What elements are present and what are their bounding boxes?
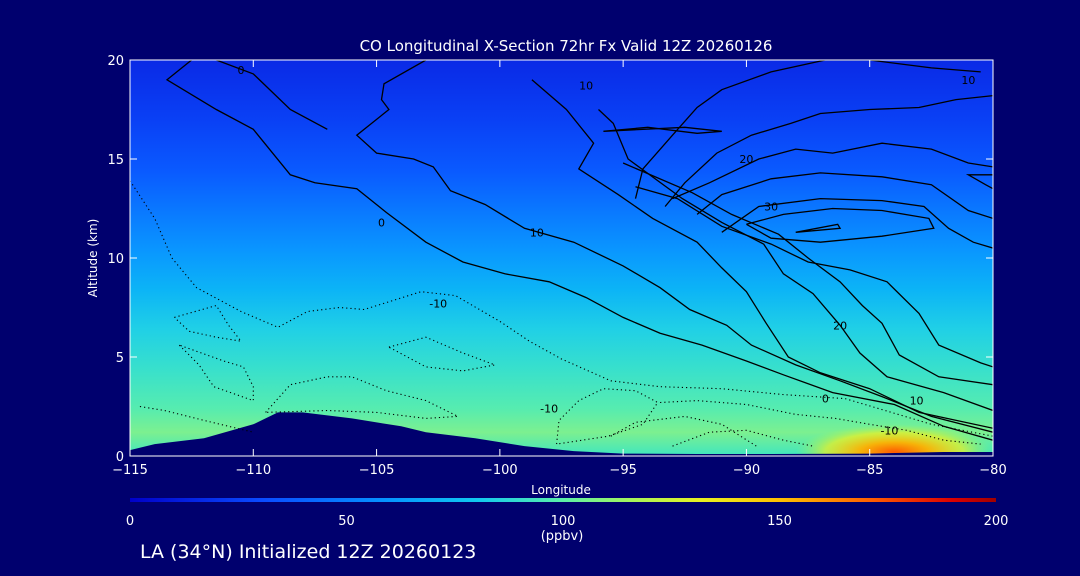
- colorbar-ticks: 0 50 100 150 200: [126, 514, 1009, 529]
- contour-line: [634, 60, 981, 199]
- x-tick-label: −90: [733, 463, 760, 478]
- contour-line: [721, 197, 993, 249]
- y-axis-label: Altitude (km): [86, 219, 100, 298]
- contour-line: [216, 60, 328, 130]
- x-tick-label: −105: [359, 463, 395, 478]
- contour-line: [746, 207, 935, 243]
- colorbar: 0 50 100 150 200 (ppbv): [126, 498, 1009, 544]
- colorbar-tick-label: 50: [338, 514, 355, 529]
- contour-line: [598, 109, 993, 412]
- contour-line: [664, 94, 993, 207]
- contour-label: 20: [833, 319, 847, 332]
- contour-line-negative: [388, 336, 497, 372]
- contour-line: [965, 174, 993, 190]
- colorbar-ramp: [130, 498, 996, 502]
- contour-label: 30: [764, 201, 778, 214]
- contour-label: -10: [540, 402, 558, 415]
- co-field: [130, 60, 993, 456]
- contour-label: -10: [880, 424, 898, 437]
- y-tick-label: 0: [116, 450, 124, 465]
- y-tick-label: 5: [116, 351, 124, 366]
- contour-line: [531, 79, 993, 429]
- contour-line: [165, 60, 993, 441]
- x-axis: −115 −110 −105 −100 −95 −90 −85 −80: [112, 60, 1007, 478]
- y-tick-label: 10: [107, 252, 124, 267]
- plot-area: 0 10 10 20 30 0 10 20 -10 0 10 -10 -10: [130, 60, 993, 456]
- contour-label: 10: [961, 74, 975, 87]
- x-tick-label: −115: [112, 463, 148, 478]
- contour-line: [622, 162, 993, 386]
- contour-line-negative: [174, 304, 243, 342]
- contour-label: 20: [739, 153, 753, 166]
- x-tick-label: −80: [979, 463, 1006, 478]
- colorbar-tick-label: 150: [767, 514, 792, 529]
- terrain: [130, 412, 993, 456]
- colorbar-tick-label: 200: [984, 514, 1009, 529]
- chart-title: CO Longitudinal X-Section 72hr Fx Valid …: [360, 37, 773, 55]
- init-caption: LA (34°N) Initialized 12Z 20260123: [140, 541, 477, 563]
- contour-line: [672, 142, 993, 200]
- x-axis-label: Longitude: [531, 483, 591, 497]
- y-axis: 0 5 10 15 20: [107, 54, 993, 465]
- contour-line-negative: [660, 400, 981, 445]
- contour-label: 0: [237, 64, 244, 77]
- contour-line: [355, 60, 993, 433]
- x-tick-label: −110: [235, 463, 271, 478]
- colorbar-tick-label: 0: [126, 514, 134, 529]
- x-tick-label: −85: [856, 463, 883, 478]
- contour-line: [795, 223, 842, 233]
- colorbar-unit: (ppbv): [541, 529, 584, 544]
- contour-label: -10: [429, 298, 447, 311]
- contour-line-negative: [130, 180, 993, 437]
- contour-label: 10: [910, 395, 924, 408]
- colorbar-tick-label: 100: [551, 514, 576, 529]
- y-tick-label: 15: [107, 153, 124, 168]
- contour-label: 0: [378, 216, 385, 229]
- contour-label: 0: [822, 393, 829, 406]
- contour-line: [696, 172, 993, 220]
- co-plume: [795, 424, 993, 456]
- contour-line-negative: [672, 429, 814, 447]
- contour-line: [635, 186, 993, 368]
- solid-contours: [165, 60, 993, 441]
- contour-label: 10: [530, 226, 544, 239]
- plume-layer: [795, 424, 993, 456]
- y-tick-label: 20: [107, 54, 124, 69]
- contour-labels: 0 10 10 20 30 0 10 20 -10 0 10 -10 -10: [237, 64, 975, 437]
- dotted-contours: [130, 180, 993, 447]
- contour-label: 10: [579, 80, 593, 93]
- contour-line-negative: [265, 376, 460, 419]
- x-tick-label: −95: [609, 463, 636, 478]
- contour-line: [603, 126, 722, 134]
- x-tick-label: −100: [482, 463, 518, 478]
